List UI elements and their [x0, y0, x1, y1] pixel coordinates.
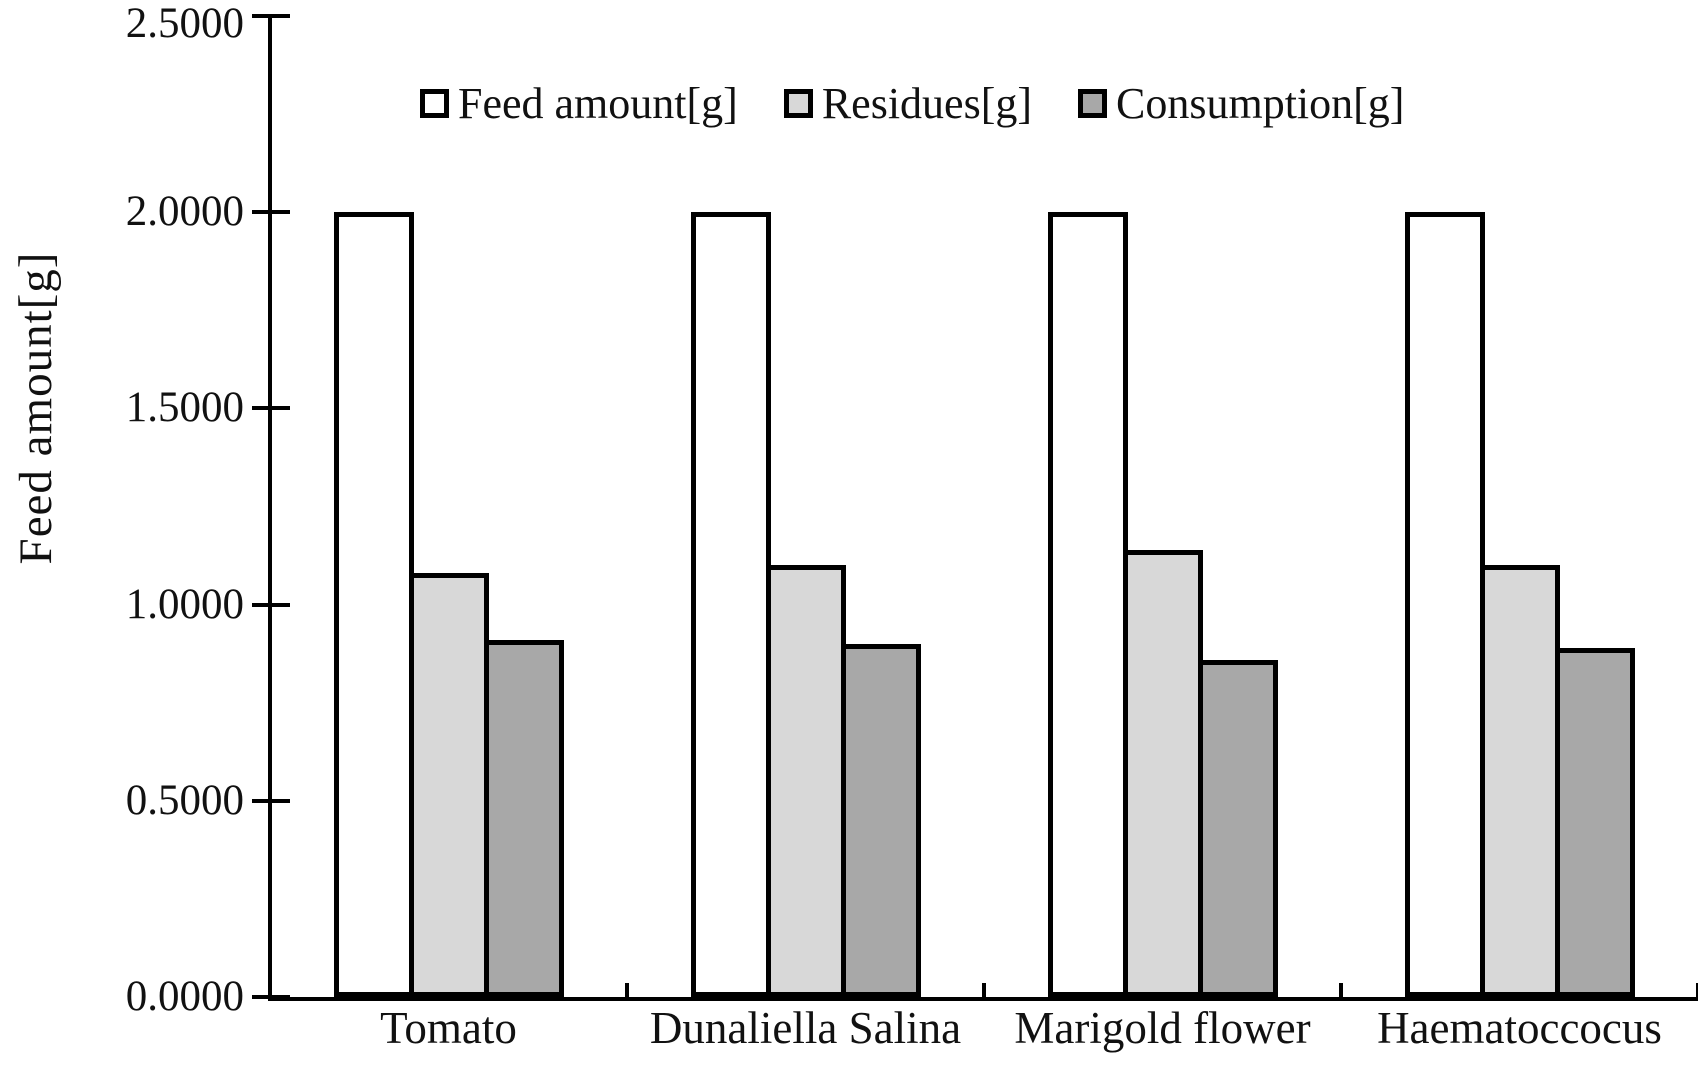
- x-tick-mark: [625, 983, 629, 997]
- x-tick-mark: [1339, 983, 1343, 997]
- y-tick-label: 0.5000: [125, 776, 244, 824]
- bar-feed-amount-dunaliella-salina: [691, 212, 771, 997]
- legend: Feed amount[g] Residues[g] Consumption[g]: [420, 78, 1404, 129]
- legend-label: Consumption[g]: [1116, 79, 1405, 128]
- y-tick-mark: [252, 14, 290, 18]
- y-tick-label: 0.0000: [125, 973, 244, 1020]
- y-tick-mark: [252, 406, 290, 411]
- x-tick-mark: [1696, 983, 1698, 997]
- bar-feed-amount-haematoccocus: [1405, 212, 1485, 997]
- y-tick-mark: [252, 798, 290, 803]
- x-category-label: Marigold flower: [1014, 1003, 1311, 1053]
- x-tick-mark: [982, 983, 986, 997]
- legend-swatch-icon: [420, 89, 449, 118]
- x-category-label: Haematoccocus: [1377, 1003, 1662, 1053]
- bar-consumption-tomato: [484, 640, 564, 997]
- bar-residues-dunaliella-salina: [766, 565, 846, 997]
- legend-item-2: Residues[g]: [783, 78, 1032, 129]
- bar-feed-amount-marigold-flower: [1048, 212, 1128, 997]
- x-category-label: Tomato: [380, 1003, 517, 1053]
- y-tick-label: 1.5000: [125, 384, 244, 432]
- x-axis-line: [268, 997, 1698, 1001]
- y-tick-mark: [252, 602, 290, 607]
- y-tick-label: 2.0000: [125, 188, 244, 236]
- legend-swatch-icon: [783, 89, 813, 118]
- x-category-label: Dunaliella Salina: [649, 1003, 962, 1053]
- legend-label: Feed amount[g]: [458, 79, 738, 128]
- y-tick-label: 1.0000: [125, 580, 244, 628]
- y-tick-mark: [252, 995, 290, 999]
- legend-swatch-icon: [1078, 89, 1107, 118]
- legend-item-3: Consumption[g]: [1078, 78, 1404, 129]
- y-axis-line: [268, 14, 272, 1001]
- y-tick-label: 2.5000: [125, 0, 244, 47]
- bar-residues-haematoccocus: [1480, 565, 1560, 997]
- bar-feed-amount-tomato: [334, 212, 414, 997]
- y-tick-mark: [252, 210, 290, 215]
- bar-consumption-marigold-flower: [1198, 660, 1278, 997]
- bar-residues-marigold-flower: [1123, 550, 1203, 997]
- legend-item-1: Feed amount[g]: [420, 78, 738, 129]
- bar-consumption-dunaliella-salina: [841, 644, 921, 997]
- legend-label: Residues[g]: [821, 79, 1032, 128]
- bar-residues-tomato: [409, 573, 489, 997]
- bar-consumption-haematoccocus: [1555, 648, 1635, 997]
